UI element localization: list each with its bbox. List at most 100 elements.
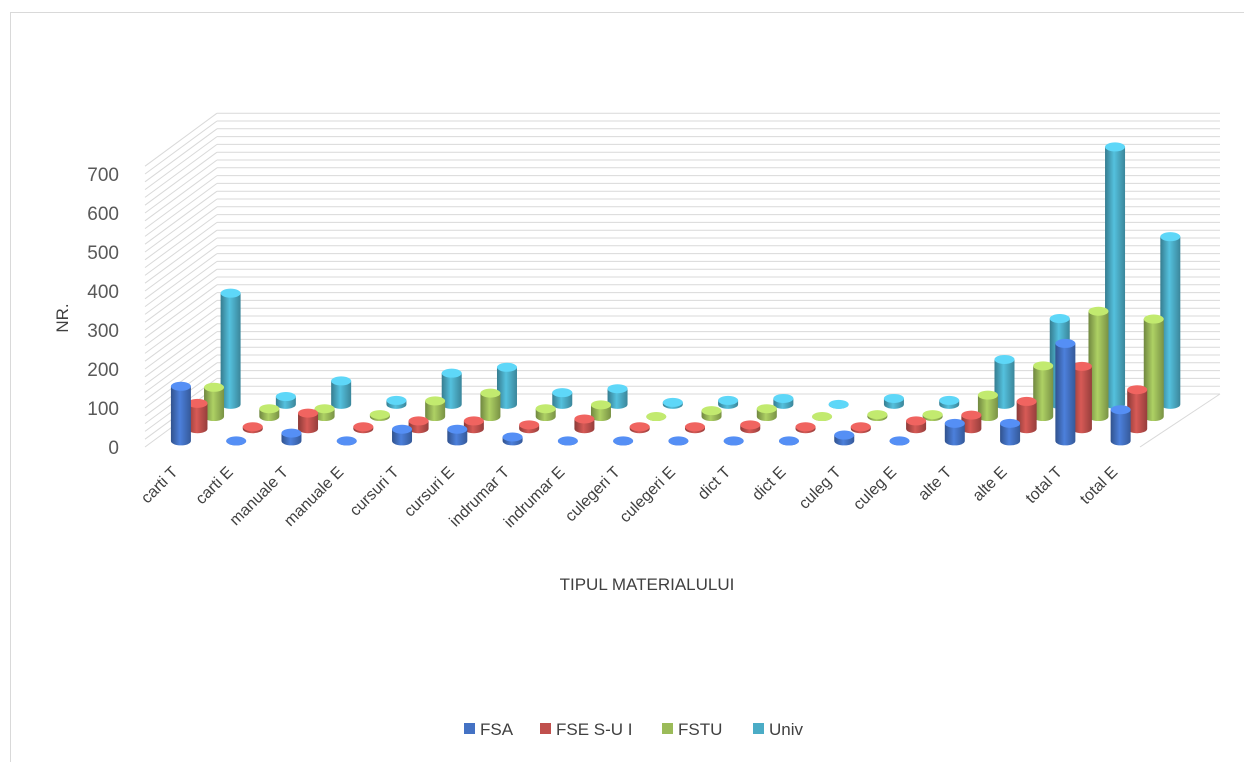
bar-top (204, 382, 225, 392)
bar (557, 436, 578, 446)
bar (496, 362, 517, 409)
bar (298, 408, 319, 434)
bar (552, 388, 573, 409)
gridline-side (144, 221, 218, 276)
gridline-side (144, 260, 218, 315)
bar-top (723, 436, 744, 446)
bar-top (480, 388, 501, 398)
y-tick-label: 0 (108, 438, 119, 459)
bar (441, 368, 462, 409)
legend-item: FSTU (662, 720, 722, 739)
bar (1110, 405, 1131, 446)
legend-swatch (753, 723, 764, 734)
gridline-side (144, 331, 218, 386)
bar (795, 422, 816, 434)
bar (773, 393, 794, 409)
bar-top (369, 410, 390, 420)
bar-top (961, 410, 982, 420)
bar-top (314, 404, 335, 414)
legend: FSA FSE S-U I FSTU Univ (464, 720, 804, 739)
x-tick-label: total T (1023, 464, 1066, 507)
gridline-side (144, 151, 218, 206)
bar-top (447, 424, 468, 434)
bar-top (922, 410, 943, 420)
bar-body (1016, 401, 1037, 434)
legend-label: FSA (480, 720, 514, 739)
bar-top (684, 422, 705, 432)
bar (740, 420, 761, 434)
bar-top (425, 396, 446, 406)
gridline-side (144, 175, 218, 230)
bar-top (662, 397, 683, 407)
bar-body (944, 423, 965, 446)
bar (369, 410, 390, 422)
gridline-side (144, 276, 218, 331)
bar-top (939, 395, 960, 405)
bar-top (242, 422, 263, 432)
bar-body (1160, 236, 1181, 409)
bar (756, 404, 777, 422)
bar (834, 430, 855, 446)
y-tick-label: 400 (87, 282, 119, 303)
gridline-side (144, 214, 218, 269)
bar (922, 410, 943, 422)
gridline-side (144, 299, 218, 354)
x-tick-label: carti T (138, 464, 181, 507)
bar-top (574, 414, 595, 424)
bar-body (1000, 423, 1021, 446)
bar (1000, 418, 1021, 446)
bar-body (187, 403, 208, 434)
bar-body (1110, 409, 1131, 446)
bar-top (944, 418, 965, 428)
gridline-side (144, 190, 218, 245)
bar (281, 428, 302, 446)
bar-top (275, 392, 296, 402)
bar-body (1143, 319, 1164, 422)
bar-top (1127, 385, 1148, 395)
bar-top (1000, 418, 1021, 428)
bar-top (889, 436, 910, 446)
bar-top (353, 422, 374, 432)
gridline-side (144, 245, 218, 300)
bar (259, 404, 280, 422)
y-tick-label: 700 (87, 165, 119, 186)
gridline-side (144, 120, 218, 175)
bar-body (298, 413, 319, 434)
bar-top (867, 410, 888, 420)
x-tick-label: alte E (970, 464, 1011, 505)
bar (662, 397, 683, 409)
bar (519, 420, 540, 434)
x-tick-label: dict E (749, 464, 789, 504)
bar (723, 436, 744, 446)
bar-top (994, 354, 1015, 364)
x-tick-label: culeg T (796, 464, 845, 513)
legend-label: FSE S-U I (556, 720, 633, 739)
bar (961, 410, 982, 434)
bar (386, 395, 407, 409)
bar (1127, 385, 1148, 434)
bar (1160, 232, 1181, 409)
bar-top (828, 399, 849, 409)
bar-body (1088, 311, 1109, 422)
bar-top (187, 398, 208, 408)
bar (502, 432, 523, 446)
bar (590, 400, 611, 422)
bar (977, 390, 998, 422)
bar-body (204, 387, 225, 422)
x-tick-label: manuale E (281, 464, 347, 530)
bar-top (977, 390, 998, 400)
bar-body (447, 429, 468, 446)
x-tick-label: culeg E (850, 464, 900, 514)
bar-top (1110, 405, 1131, 415)
bar-top (298, 408, 319, 418)
bar (220, 288, 241, 409)
bar (994, 354, 1015, 409)
gridline-side (144, 182, 218, 237)
bar-top (613, 436, 634, 446)
bar (867, 410, 888, 422)
bar (392, 424, 413, 446)
bar-top (701, 406, 722, 416)
chart-frame (10, 12, 1244, 762)
bar (331, 376, 352, 409)
